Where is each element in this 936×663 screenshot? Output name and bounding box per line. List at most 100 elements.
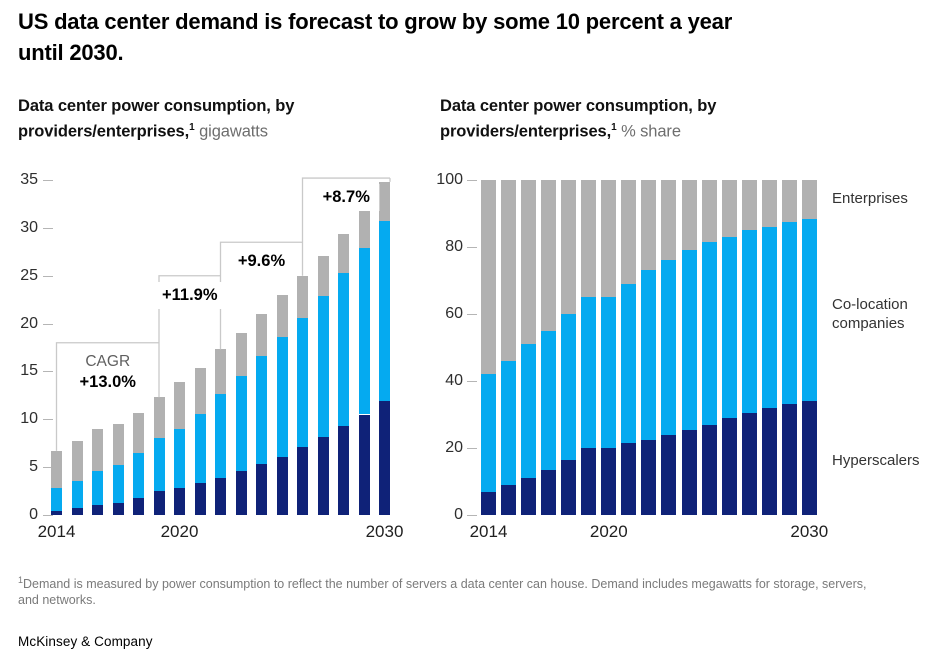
bar-segment-hyperscalers-2026 [297, 447, 308, 515]
bar-segment-co-location-2025 [701, 241, 717, 425]
bar-segment-co-location-2021 [194, 413, 206, 484]
bar-segment-co-location-2016 [521, 344, 537, 479]
bar-segment-enterprises-2028 [761, 180, 777, 227]
bar-segment-hyperscalers-2016 [92, 505, 103, 515]
bar-segment-enterprises-2020 [174, 381, 185, 429]
bar-segment-hyperscalers-2024 [681, 429, 697, 515]
bar-segment-co-location-2023 [235, 376, 247, 471]
bar-segment-hyperscalers-2028 [338, 425, 349, 515]
bar-segment-co-location-2019 [581, 297, 597, 448]
y-axis-label: 25 [20, 266, 38, 284]
bar-segment-enterprises-2028 [338, 233, 349, 273]
bar-segment-co-location-2029 [781, 221, 797, 405]
bar-segment-enterprises-2017 [541, 180, 557, 331]
bar-segment-co-location-2019 [153, 438, 165, 492]
cagr-value: +8.7% [322, 188, 370, 207]
y-axis-label: 20 [445, 439, 463, 456]
bar-segment-co-location-2030 [801, 218, 817, 402]
bar-segment-enterprises-2021 [194, 367, 206, 414]
bar-segment-hyperscalers-2020 [601, 448, 617, 515]
bar-segment-co-location-2018 [561, 314, 577, 460]
bar-segment-hyperscalers-2023 [661, 434, 677, 515]
bar-segment-enterprises-2027 [741, 180, 757, 231]
bar-segment-hyperscalers-2027 [317, 436, 329, 515]
bar-segment-hyperscalers-2030 [801, 401, 817, 515]
y-axis-label: 100 [436, 171, 463, 188]
chart-left-heading: Data center power consumption, by provid… [18, 96, 368, 143]
chart-right-heading-line1: Data center power consumption, by [440, 97, 717, 115]
bar-segment-enterprises-2016 [92, 428, 103, 471]
cagr-label-9.6: +9.6% [228, 248, 295, 276]
footnote-line2: and networks. [18, 593, 96, 608]
bar-segment-enterprises-2018 [561, 180, 577, 314]
bar-segment-hyperscalers-2014 [51, 511, 62, 515]
bar-segment-enterprises-2029 [358, 208, 370, 248]
footnote-line1: 1Demand is measured by power consumption… [18, 575, 867, 592]
bar-segment-hyperscalers-2017 [541, 469, 557, 515]
bar-segment-co-location-2026 [721, 236, 737, 418]
bar-segment-enterprises-2026 [721, 180, 737, 237]
bar-segment-co-location-2027 [741, 230, 757, 413]
bar-segment-enterprises-2023 [661, 180, 677, 261]
y-axis-label: 20 [20, 314, 38, 332]
y-axis-label: 60 [445, 305, 463, 322]
bar-segment-hyperscalers-2023 [235, 470, 247, 515]
cagr-label-11.9: +11.9% [152, 281, 227, 309]
bar-segment-enterprises-2023 [235, 333, 247, 377]
x-axis-label-2020: 2020 [160, 522, 199, 541]
chart-left-heading-line1: Data center power consumption, by [18, 97, 295, 115]
chart-left-heading-line2: providers/enterprises,1 gigawatts [18, 122, 268, 141]
bar-segment-co-location-2024 [256, 356, 267, 465]
bar-segment-enterprises-2024 [681, 180, 697, 251]
bar-segment-enterprises-2021 [621, 180, 637, 284]
y-axis-tick [43, 227, 53, 229]
legend-label-colocation: Co-location companies [832, 296, 908, 332]
page-title-line2: until 2030. [18, 40, 124, 65]
bar-segment-enterprises-2014 [51, 450, 62, 489]
y-axis-label: 0 [454, 506, 463, 523]
bar-segment-hyperscalers-2030 [379, 401, 390, 515]
page-title: US data center demand is forecast to gro… [18, 6, 798, 68]
bar-segment-co-location-2025 [276, 336, 288, 457]
bar-segment-enterprises-2016 [521, 180, 537, 345]
y-axis-label: 0 [29, 506, 38, 523]
y-axis-label: 40 [445, 372, 463, 389]
bar-segment-co-location-2030 [379, 221, 390, 402]
chart-right-heading-line2: providers/enterprises,1 % share [440, 122, 681, 141]
bar-segment-enterprises-2030 [801, 180, 817, 219]
bar-segment-co-location-2022 [641, 270, 657, 440]
bar-segment-co-location-2015 [501, 360, 517, 485]
y-axis-tick [467, 448, 477, 449]
bar-segment-co-location-2014 [481, 374, 496, 492]
bar-segment-enterprises-2019 [581, 180, 597, 298]
bar-segment-hyperscalers-2029 [358, 414, 370, 515]
bar-segment-enterprises-2019 [153, 397, 165, 439]
bar-segment-enterprises-2027 [317, 255, 329, 296]
cagr-value: +11.9% [161, 285, 218, 304]
bar-segment-enterprises-2018 [133, 412, 144, 453]
y-axis-tick [43, 467, 53, 469]
y-axis-label: 80 [445, 238, 463, 255]
footnote-marker: 1 [611, 122, 617, 133]
bar-segment-co-location-2017 [112, 465, 124, 503]
bar-segment-co-location-2023 [661, 260, 677, 435]
bar-segment-co-location-2024 [681, 250, 697, 430]
y-axis-label: 15 [20, 362, 38, 380]
bar-segment-hyperscalers-2029 [781, 404, 797, 515]
bar-segment-hyperscalers-2024 [256, 464, 267, 515]
y-axis-label: 5 [29, 458, 38, 476]
chart-right-heading: Data center power consumption, by provid… [440, 96, 790, 143]
bar-segment-co-location-2026 [297, 317, 308, 448]
y-axis-tick [43, 323, 53, 325]
bar-segment-hyperscalers-2020 [174, 488, 185, 515]
bar-segment-enterprises-2026 [297, 275, 308, 318]
bar-segment-hyperscalers-2015 [71, 508, 83, 515]
bar-segment-enterprises-2022 [641, 180, 657, 271]
bar-segment-hyperscalers-2021 [621, 442, 637, 515]
y-axis-tick [467, 314, 477, 315]
bar-segment-enterprises-2022 [215, 349, 226, 395]
bar-segment-enterprises-2017 [112, 424, 124, 466]
y-axis-tick [43, 275, 53, 277]
bar-segment-hyperscalers-2021 [194, 483, 206, 515]
